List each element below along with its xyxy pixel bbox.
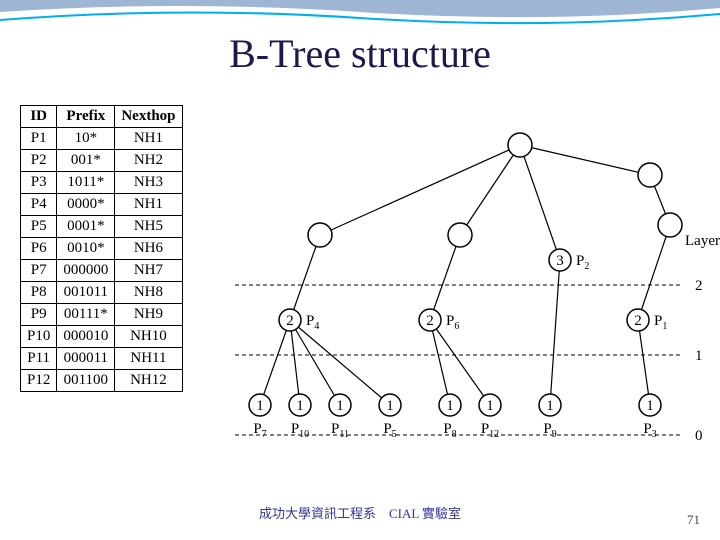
svg-text:P2: P2 xyxy=(576,253,589,272)
page-number: 71 xyxy=(687,512,700,528)
table-cell: P6 xyxy=(21,238,57,260)
table-cell: 00111* xyxy=(57,304,115,326)
table-cell: P9 xyxy=(21,304,57,326)
svg-text:1: 1 xyxy=(336,398,344,414)
table-cell: P12 xyxy=(21,370,57,392)
table-header: ID xyxy=(21,106,57,128)
footer-lab: CIAL 實驗室 xyxy=(389,506,461,521)
table-row: P110*NH1 xyxy=(21,128,183,150)
svg-text:P6: P6 xyxy=(446,313,459,332)
svg-text:P8: P8 xyxy=(443,421,456,440)
table-cell: 0001* xyxy=(57,216,115,238)
svg-text:1: 1 xyxy=(546,398,554,414)
table-cell: P10 xyxy=(21,326,57,348)
svg-text:1: 1 xyxy=(646,398,654,414)
table-row: P31011*NH3 xyxy=(21,172,183,194)
table-cell: P11 xyxy=(21,348,57,370)
table-cell: 000010 xyxy=(57,326,115,348)
table-row: P50001*NH5 xyxy=(21,216,183,238)
table-cell: 1011* xyxy=(57,172,115,194)
svg-text:2: 2 xyxy=(695,278,703,294)
table-cell: 0000* xyxy=(57,194,115,216)
svg-text:1: 1 xyxy=(695,348,703,364)
table-cell: 001011 xyxy=(57,282,115,304)
table-cell: 001* xyxy=(57,150,115,172)
slide-title: B-Tree structure xyxy=(0,30,720,77)
table-header: Prefix xyxy=(57,106,115,128)
table-row: P900111*NH9 xyxy=(21,304,183,326)
table-cell: NH8 xyxy=(115,282,182,304)
footer-text: 成功大學資訊工程系 CIAL 實驗室 xyxy=(0,503,720,522)
table-cell: NH10 xyxy=(115,326,182,348)
svg-text:P4: P4 xyxy=(306,313,319,332)
table-cell: P3 xyxy=(21,172,57,194)
table-row: P10000010NH10 xyxy=(21,326,183,348)
svg-text:2: 2 xyxy=(426,313,434,329)
table-row: P2001*NH2 xyxy=(21,150,183,172)
btree-diagram: Layer2103P22P42P62P11P71P101P111P51P81P1… xyxy=(230,95,720,475)
svg-text:P9: P9 xyxy=(543,421,556,440)
svg-text:P5: P5 xyxy=(383,421,396,440)
svg-text:P12: P12 xyxy=(481,421,499,440)
content-area: IDPrefixNexthop P110*NH1P2001*NH2P31011*… xyxy=(20,105,700,490)
table-cell: NH11 xyxy=(115,348,182,370)
table-header: Nexthop xyxy=(115,106,182,128)
svg-text:P1: P1 xyxy=(654,313,667,332)
prefix-table: IDPrefixNexthop P110*NH1P2001*NH2P31011*… xyxy=(20,105,183,392)
table-cell: 000000 xyxy=(57,260,115,282)
table-cell: 10* xyxy=(57,128,115,150)
table-cell: NH3 xyxy=(115,172,182,194)
svg-text:1: 1 xyxy=(386,398,394,414)
table-row: P7000000NH7 xyxy=(21,260,183,282)
table-cell: NH1 xyxy=(115,128,182,150)
table-row: P12001100NH12 xyxy=(21,370,183,392)
svg-text:1: 1 xyxy=(446,398,454,414)
table-cell: P8 xyxy=(21,282,57,304)
table-cell: 000011 xyxy=(57,348,115,370)
table-row: P8001011NH8 xyxy=(21,282,183,304)
table-cell: P5 xyxy=(21,216,57,238)
table-cell: P2 xyxy=(21,150,57,172)
svg-text:1: 1 xyxy=(486,398,494,414)
table-cell: NH1 xyxy=(115,194,182,216)
svg-text:0: 0 xyxy=(695,428,703,444)
table-cell: P7 xyxy=(21,260,57,282)
table-row: P60010*NH6 xyxy=(21,238,183,260)
table-cell: NH9 xyxy=(115,304,182,326)
table-cell: NH2 xyxy=(115,150,182,172)
svg-text:3: 3 xyxy=(556,253,564,269)
svg-text:1: 1 xyxy=(296,398,304,414)
svg-text:2: 2 xyxy=(286,313,294,329)
table-cell: 001100 xyxy=(57,370,115,392)
svg-text:P7: P7 xyxy=(253,421,266,440)
svg-text:P10: P10 xyxy=(291,421,309,440)
svg-text:Layer: Layer xyxy=(685,233,720,249)
table-row: P40000*NH1 xyxy=(21,194,183,216)
table-cell: NH12 xyxy=(115,370,182,392)
footer-org: 成功大學資訊工程系 xyxy=(259,506,376,521)
svg-text:1: 1 xyxy=(256,398,264,414)
svg-text:2: 2 xyxy=(634,313,642,329)
table-cell: NH5 xyxy=(115,216,182,238)
svg-text:P3: P3 xyxy=(643,421,656,440)
table-cell: P4 xyxy=(21,194,57,216)
table-row: P11000011NH11 xyxy=(21,348,183,370)
table-cell: P1 xyxy=(21,128,57,150)
table-cell: NH6 xyxy=(115,238,182,260)
svg-text:P11: P11 xyxy=(331,421,349,440)
table-cell: 0010* xyxy=(57,238,115,260)
table-cell: NH7 xyxy=(115,260,182,282)
